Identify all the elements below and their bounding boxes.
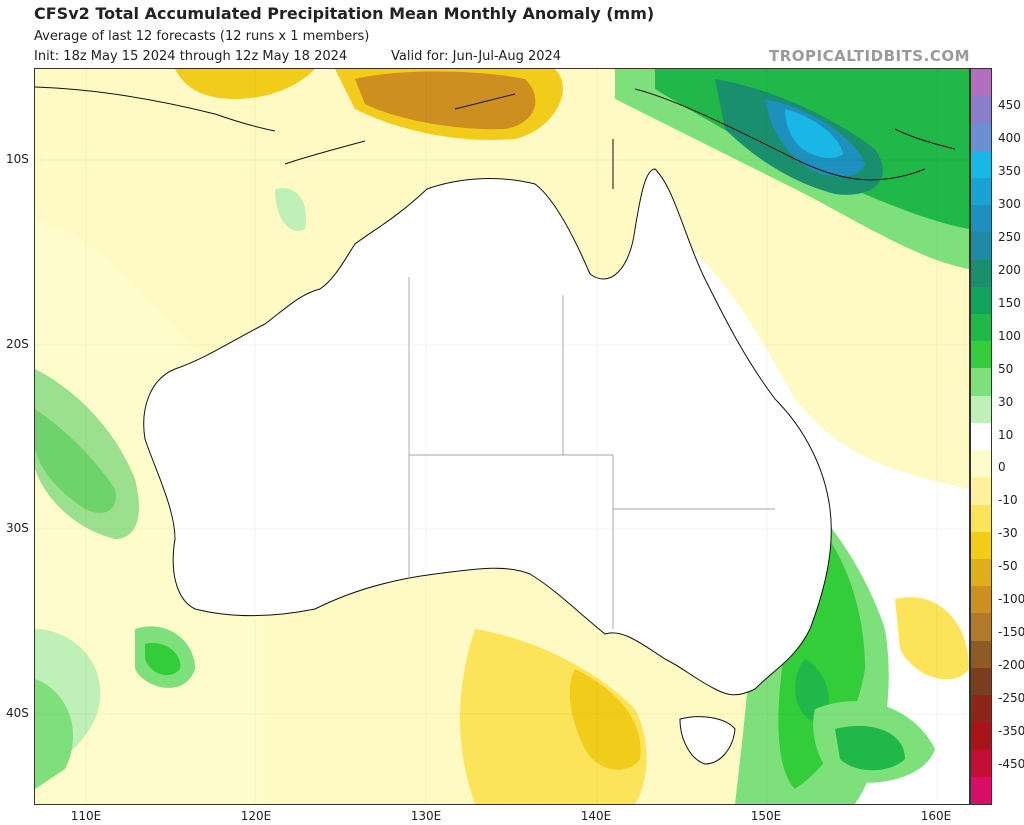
colorbar-tick-label: 100: [998, 328, 1021, 343]
graticule: [35, 69, 969, 804]
lon-label-150e: 150E: [750, 809, 782, 823]
lon-label-120e: 120E: [240, 809, 272, 823]
chart-subtitle: Average of last 12 forecasts (12 runs x …: [34, 29, 370, 44]
colorbar-tick-label: 30: [998, 394, 1014, 409]
colorbar-tick-label: -10: [998, 493, 1018, 508]
colorbar-segment: [971, 559, 991, 587]
colorbar-tick-label: -100: [998, 592, 1024, 607]
colorbar-segment: [971, 640, 991, 669]
lat-label-20s: 20S: [6, 337, 29, 351]
colorbar-tick-label: -350: [998, 724, 1024, 739]
colorbar-tick-label: 50: [998, 361, 1014, 376]
colorbar-tick-label: -450: [998, 757, 1024, 771]
colorbar-segment: [971, 314, 991, 342]
colorbar-tick-label: 200: [998, 262, 1021, 277]
colorbar-tick-label: 0: [998, 460, 1006, 475]
colorbar-segment: [971, 368, 991, 397]
colorbar-segment: [971, 177, 991, 206]
colorbar-segment: [971, 586, 991, 614]
colorbar-tick-label: 10: [998, 427, 1014, 442]
colorbar-segment: [971, 776, 991, 805]
colorbar-segment: [971, 613, 991, 642]
colorbar-tick-label: -200: [998, 658, 1024, 673]
colorbar-segment: [971, 150, 991, 179]
source-credit: TROPICALTIDBITS.COM: [769, 47, 970, 65]
lon-label-140e: 140E: [580, 809, 612, 823]
colorbar: [970, 68, 992, 805]
colorbar-tick-label: 350: [998, 163, 1021, 178]
australia-landmass: [143, 139, 832, 765]
lat-label-30s: 30S: [6, 521, 29, 535]
precipitation-anomaly-map: [34, 68, 970, 805]
colorbar-tick-label: 250: [998, 229, 1021, 244]
valid-period-label: Valid for: Jun-Jul-Aug 2024: [391, 49, 562, 64]
colorbar-segment: [971, 259, 991, 288]
northern-islands: [35, 86, 956, 181]
colorbar-tick-label: 300: [998, 196, 1021, 211]
colorbar-segment: [971, 531, 991, 560]
colorbar-segment: [971, 205, 991, 233]
colorbar-segment: [971, 722, 991, 751]
colorbar-segment: [971, 123, 991, 152]
colorbar-segment: [971, 422, 991, 451]
map-canvas: [35, 69, 969, 804]
colorbar-segment: [971, 450, 991, 478]
colorbar-tick-label: -50: [998, 559, 1018, 574]
colorbar-segment: [971, 504, 991, 533]
colorbar-tick-label: 150: [998, 295, 1021, 310]
colorbar-segment: [971, 477, 991, 506]
colorbar-segment: [971, 96, 991, 124]
lon-label-110e: 110E: [70, 809, 102, 823]
init-time-label: Init: 18z May 15 2024 through 12z May 18…: [34, 49, 348, 64]
colorbar-tick-label: -250: [998, 691, 1024, 706]
colorbar-segment: [971, 749, 991, 778]
lon-label-130e: 130E: [410, 809, 442, 823]
colorbar-segment: [971, 232, 991, 261]
colorbar-segment: [971, 341, 991, 369]
colorbar-segment: [971, 69, 991, 97]
colorbar-segment: [971, 395, 991, 424]
chart-title: CFSv2 Total Accumulated Precipitation Me…: [34, 4, 655, 23]
colorbar-tick-label: 450: [998, 98, 1021, 112]
lat-label-10s: 10S: [6, 152, 29, 166]
lon-label-160e: 160E: [920, 809, 952, 823]
colorbar-tick-label: -150: [998, 625, 1024, 640]
colorbar-tick-label: -30: [998, 526, 1018, 541]
colorbar-segment: [971, 695, 991, 723]
lat-label-40s: 40S: [6, 706, 29, 720]
colorbar-tick-label: 400: [998, 130, 1021, 145]
colorbar-segment: [971, 286, 991, 315]
colorbar-segment: [971, 667, 991, 696]
